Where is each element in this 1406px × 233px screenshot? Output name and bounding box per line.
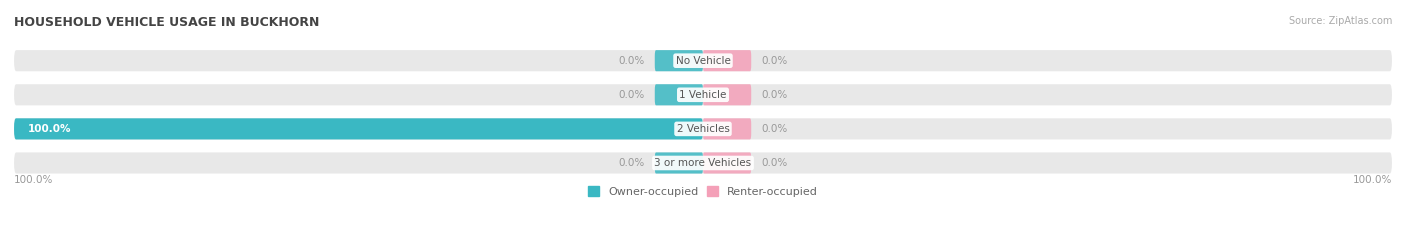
- FancyBboxPatch shape: [14, 50, 1392, 71]
- FancyBboxPatch shape: [703, 84, 751, 105]
- Text: Source: ZipAtlas.com: Source: ZipAtlas.com: [1288, 16, 1392, 26]
- Text: 3 or more Vehicles: 3 or more Vehicles: [654, 158, 752, 168]
- Text: 0.0%: 0.0%: [619, 158, 644, 168]
- Text: 0.0%: 0.0%: [762, 124, 787, 134]
- Text: HOUSEHOLD VEHICLE USAGE IN BUCKHORN: HOUSEHOLD VEHICLE USAGE IN BUCKHORN: [14, 16, 319, 29]
- Text: 2 Vehicles: 2 Vehicles: [676, 124, 730, 134]
- Text: 0.0%: 0.0%: [762, 158, 787, 168]
- Text: 0.0%: 0.0%: [619, 90, 644, 100]
- FancyBboxPatch shape: [703, 118, 751, 140]
- Text: No Vehicle: No Vehicle: [675, 56, 731, 66]
- Text: 1 Vehicle: 1 Vehicle: [679, 90, 727, 100]
- Text: 0.0%: 0.0%: [762, 90, 787, 100]
- Text: 100.0%: 100.0%: [28, 124, 72, 134]
- Text: 100.0%: 100.0%: [1353, 175, 1392, 185]
- Text: 100.0%: 100.0%: [14, 175, 53, 185]
- FancyBboxPatch shape: [14, 152, 1392, 174]
- FancyBboxPatch shape: [655, 84, 703, 105]
- Legend: Owner-occupied, Renter-occupied: Owner-occupied, Renter-occupied: [583, 182, 823, 201]
- FancyBboxPatch shape: [655, 50, 703, 71]
- FancyBboxPatch shape: [14, 118, 1392, 140]
- FancyBboxPatch shape: [703, 152, 751, 174]
- Text: 0.0%: 0.0%: [762, 56, 787, 66]
- FancyBboxPatch shape: [14, 84, 1392, 105]
- FancyBboxPatch shape: [655, 152, 703, 174]
- FancyBboxPatch shape: [703, 50, 751, 71]
- Text: 0.0%: 0.0%: [619, 56, 644, 66]
- FancyBboxPatch shape: [14, 118, 703, 140]
